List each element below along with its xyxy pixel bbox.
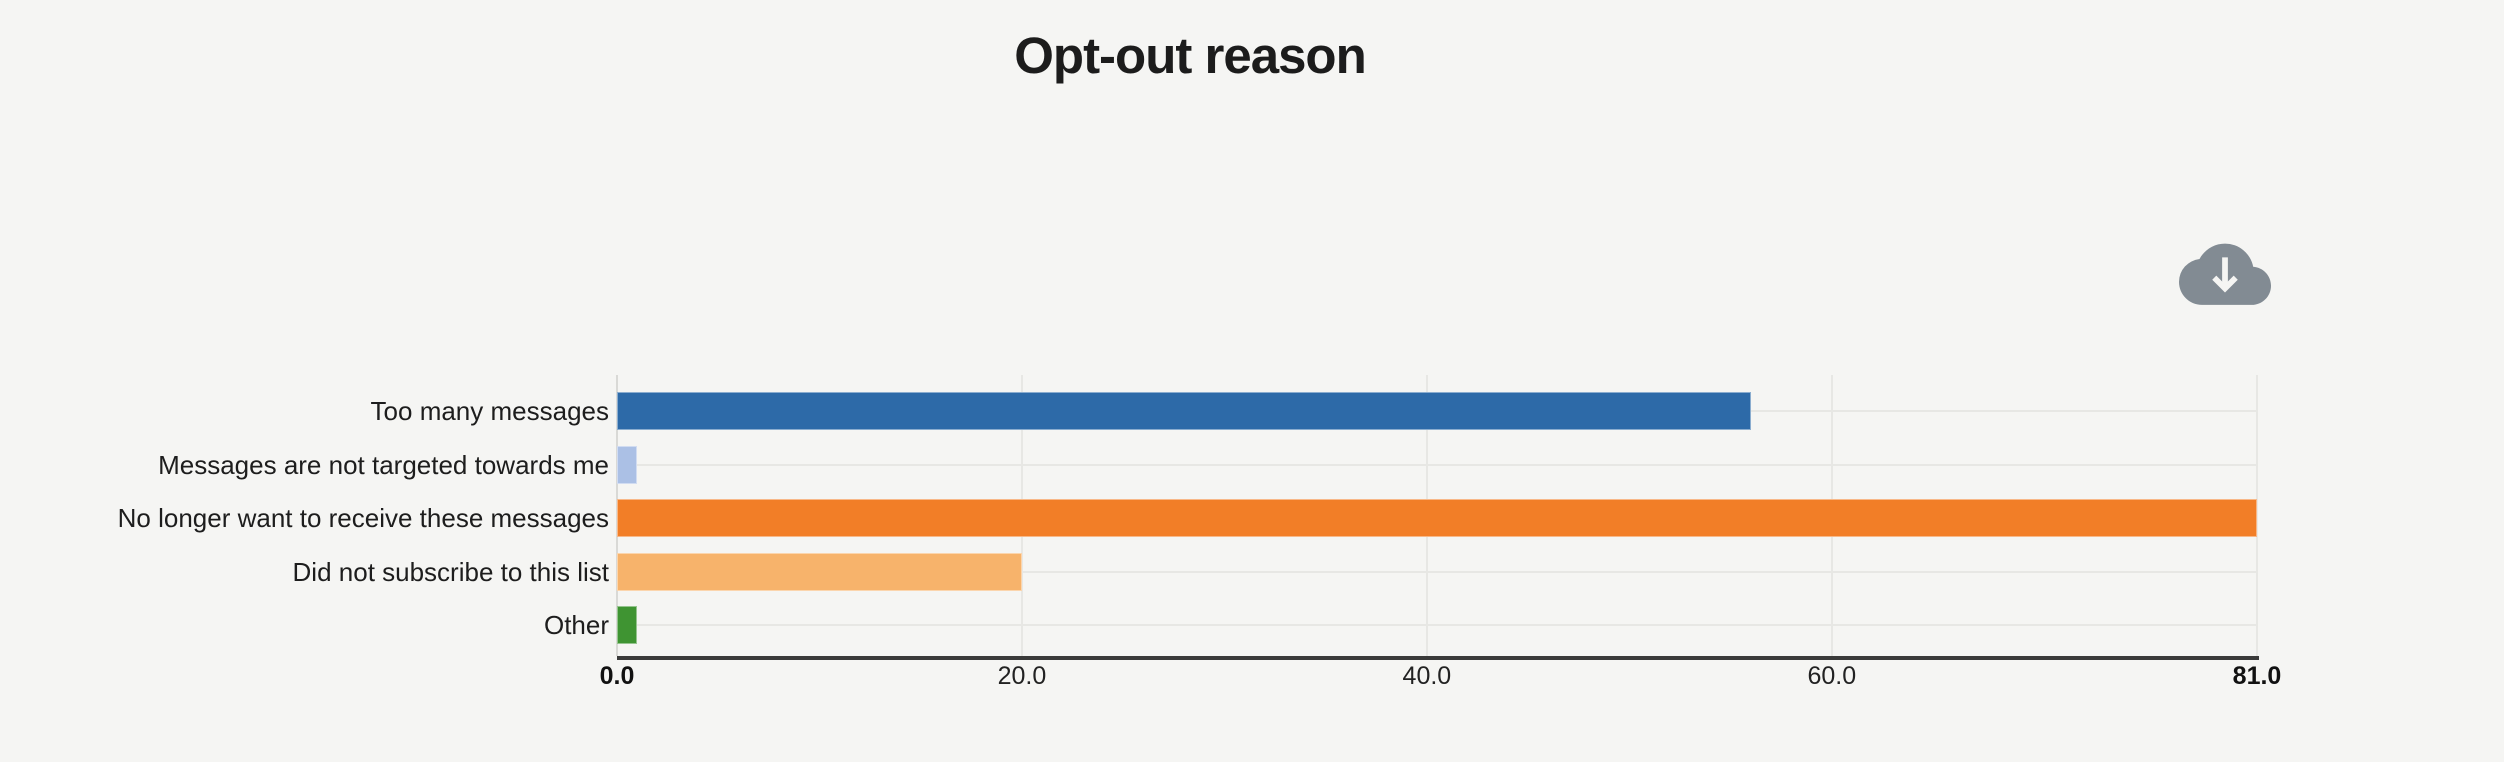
x-tick-label: 0.0 <box>599 662 635 690</box>
h-gridline <box>617 463 2257 466</box>
category-label: Other <box>543 610 609 640</box>
x-tick-label: 40.0 <box>1402 662 1452 690</box>
chart-title: Opt-out reason <box>1014 27 1367 84</box>
bar[interactable] <box>617 445 638 484</box>
bar[interactable] <box>617 606 638 644</box>
bar[interactable] <box>617 499 2257 537</box>
bar[interactable] <box>617 392 1751 430</box>
bar[interactable] <box>617 552 1022 591</box>
v-gridline <box>2256 375 2258 656</box>
category-label: Did not subscribe to this list <box>292 556 609 587</box>
x-axis-line <box>617 656 2259 660</box>
h-gridline <box>617 570 2257 573</box>
cloud-download-icon <box>2179 243 2271 305</box>
category-label: Too many messages <box>370 396 609 426</box>
category-label: Messages are not targeted towards me <box>158 449 609 480</box>
category-label: No longer want to receive these messages <box>117 503 609 533</box>
h-gridline <box>617 624 2257 626</box>
x-tick-label: 81.0 <box>2232 662 2282 690</box>
x-tick-label: 20.0 <box>997 662 1047 690</box>
download-chart-button[interactable] <box>2179 241 2271 309</box>
x-tick-label: 60.0 <box>1807 662 1857 690</box>
